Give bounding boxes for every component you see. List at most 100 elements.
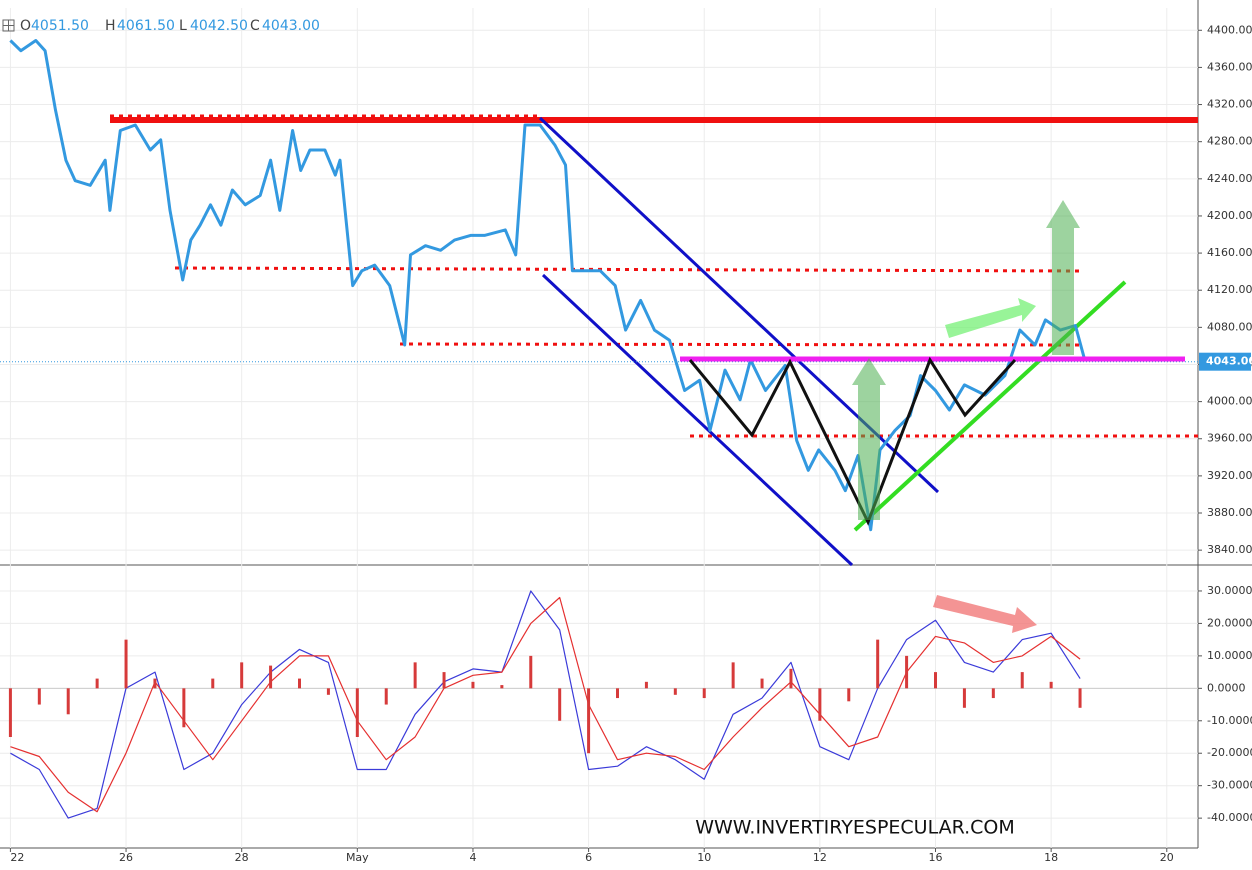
y-tick-label: 4360.00 [1207, 60, 1252, 73]
ohlc-key: L [179, 18, 187, 34]
y-tick-label: 4240.00 [1207, 172, 1252, 185]
histogram-bar [471, 681, 475, 689]
y-tick-label: 3960.00 [1207, 432, 1252, 445]
histogram-bar [66, 688, 70, 715]
ohlc-key: C [250, 18, 260, 34]
y-tick-label: 4200.00 [1207, 209, 1252, 222]
ohlc-key: O [20, 18, 31, 34]
last-price-label: 4043.00 [1206, 355, 1252, 368]
x-tick-label: 18 [1044, 851, 1058, 864]
histogram-bar [789, 668, 793, 689]
ohlc-key: H [105, 18, 116, 34]
histogram-bar [37, 688, 41, 705]
y-tick-label: -10.0000 [1207, 714, 1252, 727]
diagonal-arrow [945, 298, 1036, 338]
y-tick-label: 20.0000 [1207, 616, 1252, 629]
histogram-bar [558, 688, 562, 721]
x-tick-label: 16 [929, 851, 943, 864]
series-layer [0, 39, 1198, 819]
price-line [10, 596, 1081, 813]
watermark: WWW.INVERTIRYESPECULAR.COM [695, 817, 1015, 839]
histogram-bar [182, 688, 186, 728]
histogram-bar [962, 688, 966, 708]
x-tick-label: 28 [235, 851, 249, 864]
histogram-bar [1049, 681, 1053, 689]
histogram-bar [760, 678, 764, 689]
dotted-level [399, 342, 1081, 347]
histogram-bar [587, 688, 591, 754]
channel-line [541, 273, 854, 567]
y-tick-label: -20.0000 [1207, 746, 1252, 759]
grid [0, 8, 1202, 848]
y-tick-label: 4080.00 [1207, 320, 1252, 333]
x-tick-label: May [346, 851, 369, 864]
y-tick-label: -30.0000 [1207, 779, 1252, 792]
y-tick-label: 3880.00 [1207, 506, 1252, 519]
y-tick-label: 4000.00 [1207, 395, 1252, 408]
y-tick-label: 4320.00 [1207, 98, 1252, 111]
histogram-bar [153, 678, 157, 689]
histogram-bar [529, 655, 533, 689]
x-tick-label: 26 [119, 851, 133, 864]
histogram-bar [211, 678, 215, 689]
y-tick-label: 3840.00 [1207, 543, 1252, 556]
histogram-bar [934, 672, 938, 689]
y-tick-label: 4280.00 [1207, 135, 1252, 148]
y-tick-label: 0.0000 [1207, 681, 1246, 694]
x-tick-label: 6 [585, 851, 592, 864]
histogram-bar [442, 672, 446, 689]
x-tick-label: 12 [813, 851, 827, 864]
histogram-bar [847, 688, 851, 702]
dotted-level [174, 266, 1081, 273]
histogram-bar [616, 688, 620, 699]
histogram-bar [731, 662, 735, 689]
divergence-arrow [933, 595, 1037, 633]
up-arrow [1046, 200, 1080, 355]
price-line [9, 39, 1087, 532]
histogram-bar [298, 678, 301, 689]
histogram-bar [702, 688, 706, 699]
histogram-bar [124, 639, 128, 689]
histogram-bar [644, 681, 648, 689]
histogram-bar [326, 688, 330, 695]
histogram-bar [876, 639, 880, 689]
ohlc-value: 4051.50 [31, 18, 89, 34]
ohlc-value: 4061.50 [117, 18, 175, 34]
last-price-box [1199, 352, 1251, 371]
ohlc-value: 4042.50 [190, 18, 248, 34]
histogram-bar [8, 688, 12, 738]
histogram-bar [500, 685, 504, 689]
histogram-bar [413, 662, 417, 689]
x-tick-label: 22 [10, 851, 24, 864]
histogram-bar [818, 688, 822, 721]
y-tick-label: 4160.00 [1207, 246, 1252, 259]
histogram-bar [991, 688, 995, 699]
up-arrow [852, 358, 886, 520]
annotations [110, 114, 1198, 567]
x-tick-label: 20 [1160, 851, 1174, 864]
histogram-bar [355, 688, 359, 738]
y-tick-label: 4400.00 [1207, 23, 1252, 36]
x-tick-label: 10 [697, 851, 711, 864]
y-tick-label: 3920.00 [1207, 469, 1252, 482]
trend-line [853, 280, 1127, 532]
y-tick-label: 4120.00 [1207, 283, 1252, 296]
x-tick-label: 4 [469, 851, 476, 864]
histogram-bar [905, 655, 909, 689]
y-tick-label: 10.0000 [1207, 649, 1252, 662]
histogram-bar [384, 688, 388, 705]
histogram-bar [240, 662, 244, 689]
histogram-bar [1078, 688, 1082, 708]
histogram-bar [269, 665, 273, 689]
ohlc-value: 4043.00 [262, 18, 320, 34]
y-tick-label: -40.0000 [1207, 811, 1252, 824]
y-tick-label: 30.0000 [1207, 584, 1252, 597]
annotations-top [680, 200, 1185, 633]
histogram-bar [673, 688, 677, 695]
histogram-bar [1020, 672, 1024, 689]
price-line [10, 590, 1081, 819]
histogram-bar [95, 678, 99, 689]
pattern-zigzag [688, 356, 1017, 526]
